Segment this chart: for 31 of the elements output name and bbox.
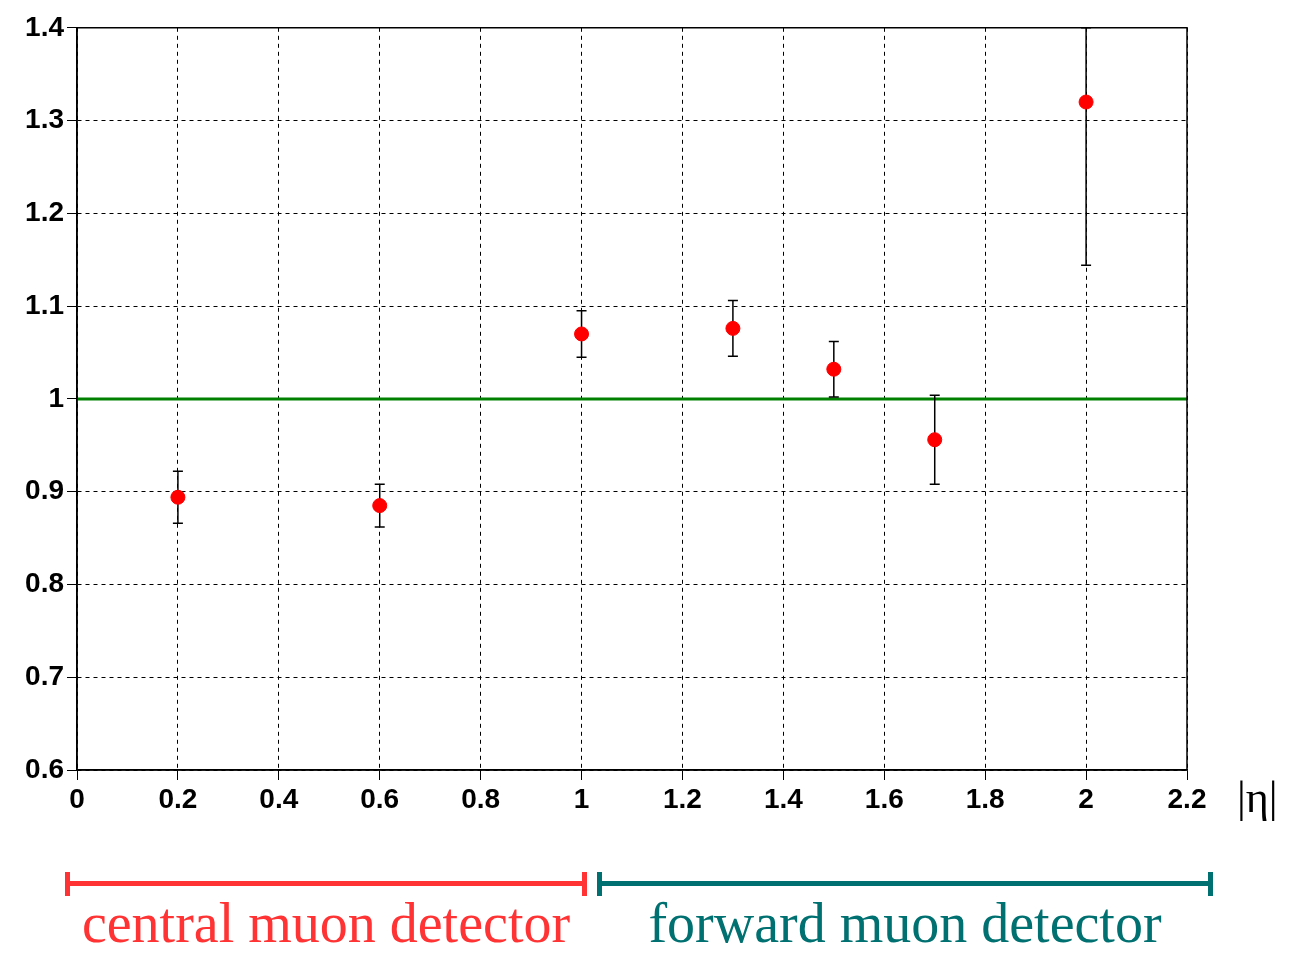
point <box>826 361 842 377</box>
y-tick-label: 1.1 <box>25 288 64 320</box>
point <box>927 432 943 448</box>
y-tick-label: 1.3 <box>25 103 64 135</box>
text: central muon detector <box>80 892 572 953</box>
point <box>170 489 186 505</box>
point <box>1078 94 1094 110</box>
x-tick-label: 1.2 <box>662 782 702 814</box>
y-tick-label: 0.9 <box>25 474 64 506</box>
x-tick-label: 1 <box>573 782 590 814</box>
point <box>372 498 388 514</box>
x-tick-label: 1.6 <box>864 782 904 814</box>
y-tick-label: 0.6 <box>25 752 64 784</box>
x-tick-label: 0.6 <box>360 782 400 814</box>
x-tick-label: 2.2 <box>1167 782 1207 814</box>
x-tick-label: 1.4 <box>763 782 804 814</box>
x-tick-label: 0.2 <box>158 782 198 814</box>
y-tick-label: 1.4 <box>25 10 65 42</box>
x-tick-label: 2 <box>1078 782 1094 814</box>
x-tick-label: 0.4 <box>259 782 299 814</box>
text: forward muon detector <box>647 892 1163 953</box>
x-axis-title: |η| <box>1237 772 1278 822</box>
point <box>574 326 590 342</box>
x-tick-label: 0.8 <box>461 782 501 814</box>
x-tick-label: 0 <box>69 782 85 814</box>
point <box>725 320 741 336</box>
x-tick-label: 1.8 <box>965 782 1005 814</box>
y-tick-label: 0.7 <box>25 659 64 691</box>
y-tick-label: 1.2 <box>25 196 64 228</box>
y-tick-label: 1 <box>48 381 64 413</box>
y-tick-label: 0.8 <box>25 567 64 599</box>
